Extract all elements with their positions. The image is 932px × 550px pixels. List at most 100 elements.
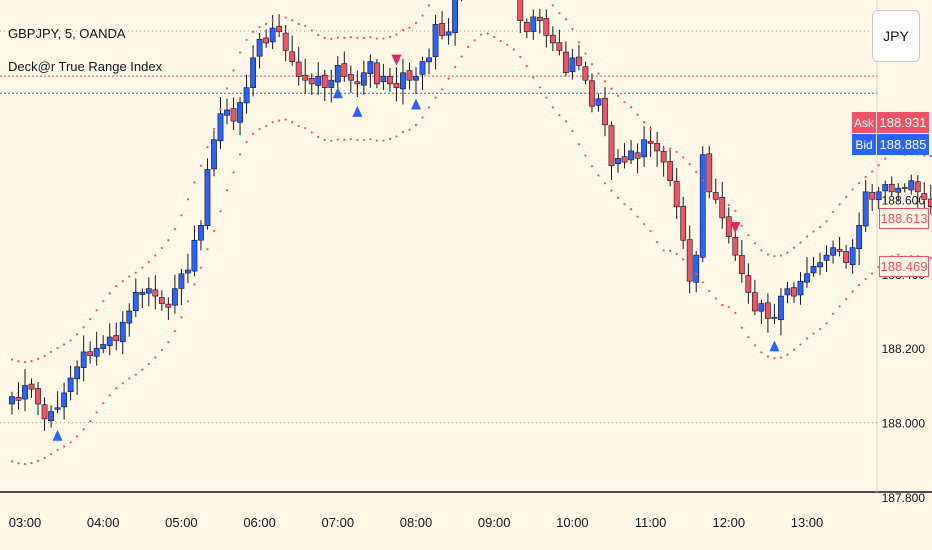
candle-body bbox=[810, 266, 817, 274]
lower-band-dot bbox=[590, 165, 594, 168]
candle-body bbox=[204, 169, 211, 226]
candle-body bbox=[693, 254, 700, 283]
lower-band-dot bbox=[304, 126, 307, 130]
upper-band-dot bbox=[121, 280, 124, 283]
candle-body bbox=[191, 239, 198, 272]
upper-band-dot bbox=[225, 87, 229, 90]
lower-band-dot bbox=[760, 351, 763, 354]
candle-body bbox=[576, 56, 582, 66]
lower-band-dot bbox=[551, 106, 554, 109]
candle-body bbox=[67, 377, 74, 392]
upper-band-dot bbox=[369, 36, 372, 39]
upper-band-dot bbox=[17, 360, 20, 363]
candle-body bbox=[139, 292, 146, 295]
candle-body bbox=[341, 63, 348, 77]
upper-band-dot bbox=[49, 350, 53, 354]
lower-band-dot bbox=[382, 139, 385, 142]
candle-body bbox=[686, 239, 693, 282]
lower-band-dot bbox=[721, 303, 724, 307]
upper-band-dot bbox=[642, 121, 646, 124]
lower-band-dot bbox=[695, 272, 698, 275]
upper-band-dot bbox=[838, 203, 841, 206]
lower-band-dot bbox=[160, 348, 163, 352]
upper-band-dot bbox=[714, 195, 717, 198]
candle-body bbox=[387, 76, 393, 85]
lower-band-dot bbox=[845, 297, 848, 301]
lower-band-tag: 188.469 bbox=[879, 256, 929, 277]
candle-body bbox=[784, 288, 791, 296]
candle-body bbox=[132, 292, 139, 311]
upper-band-dot bbox=[323, 36, 326, 39]
lower-band-dot bbox=[36, 459, 40, 462]
lower-band-dot bbox=[493, 35, 496, 39]
upper-band-dot bbox=[167, 239, 170, 242]
lower-band-dot bbox=[649, 229, 652, 233]
upper-band-dot bbox=[160, 246, 163, 250]
candle-body bbox=[347, 74, 354, 81]
candle-body bbox=[452, 0, 458, 33]
lower-band-dot bbox=[232, 171, 235, 174]
lower-band-dot bbox=[219, 210, 222, 213]
lower-band-dot bbox=[858, 283, 861, 287]
lower-band-dot bbox=[584, 154, 587, 157]
sell-signal-arrow bbox=[730, 222, 741, 234]
candle-body bbox=[523, 22, 530, 33]
x-tick-label: 08:00 bbox=[400, 515, 433, 530]
lower-band-dot bbox=[271, 121, 274, 124]
candle-body bbox=[641, 139, 647, 158]
upper-band-dot bbox=[102, 300, 105, 303]
candle-body bbox=[243, 87, 250, 104]
lower-band-dot bbox=[799, 343, 802, 346]
candle-body bbox=[256, 38, 263, 57]
candle-body bbox=[380, 76, 387, 83]
candle-body bbox=[74, 366, 81, 380]
candle-body bbox=[843, 251, 849, 263]
lower-band-dot bbox=[512, 48, 515, 51]
upper-band-dot bbox=[395, 33, 398, 36]
candle-body bbox=[367, 61, 374, 75]
lower-band-dot bbox=[225, 189, 229, 192]
lower-band-dot bbox=[134, 373, 137, 376]
lower-band-dot bbox=[838, 305, 841, 308]
upper-band-dot bbox=[154, 254, 157, 257]
upper-band-dot bbox=[662, 147, 665, 150]
lower-band-dot bbox=[265, 124, 268, 128]
lower-band-dot bbox=[434, 96, 437, 99]
upper-band-dot bbox=[427, 4, 431, 7]
candle-body bbox=[22, 385, 28, 400]
lower-band-dot bbox=[356, 138, 359, 141]
upper-band-dot bbox=[864, 175, 867, 179]
indicator-title: Deck@r True Range Index bbox=[8, 59, 163, 74]
candle-body bbox=[771, 316, 778, 319]
x-tick-label: 07:00 bbox=[322, 515, 355, 530]
lower-band-dot bbox=[278, 119, 281, 122]
upper-band-dot bbox=[799, 241, 802, 244]
lower-band-dot bbox=[69, 441, 72, 444]
lower-band-dot bbox=[473, 39, 476, 42]
upper-band-dot bbox=[805, 235, 809, 238]
candle-body bbox=[145, 288, 152, 294]
lower-band-dot bbox=[708, 289, 711, 292]
upper-band-dot bbox=[265, 22, 268, 26]
upper-band-dot bbox=[688, 163, 691, 166]
candle-body bbox=[15, 396, 22, 401]
upper-band-dot bbox=[708, 187, 711, 190]
upper-band-dot bbox=[590, 63, 594, 66]
candle-body bbox=[882, 184, 889, 192]
lower-band-dot bbox=[467, 45, 470, 48]
candle-body bbox=[400, 72, 406, 90]
candle-body bbox=[615, 158, 621, 165]
upper-band-dot bbox=[792, 246, 796, 249]
lower-band-dot bbox=[330, 139, 333, 142]
candle-body bbox=[263, 37, 270, 44]
currency-button[interactable]: JPY bbox=[872, 10, 920, 62]
y-tick-label: 187.800 bbox=[882, 491, 926, 505]
candle-body bbox=[549, 34, 556, 44]
upper-band-dot bbox=[23, 361, 27, 364]
upper-band-dot bbox=[818, 225, 822, 229]
candle-body bbox=[582, 66, 589, 81]
lower-band-dot bbox=[317, 135, 320, 138]
candle-body bbox=[738, 255, 745, 275]
lower-band-dot bbox=[454, 66, 457, 69]
